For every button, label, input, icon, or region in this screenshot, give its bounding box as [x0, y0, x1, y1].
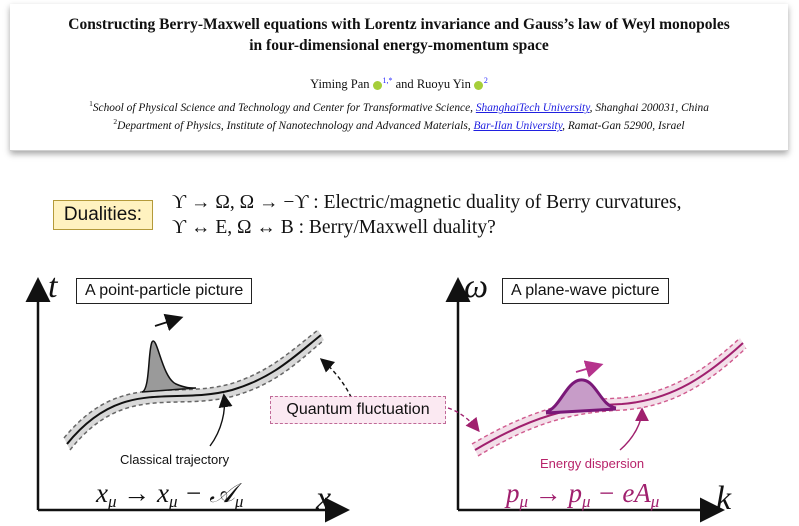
point-particle-label: A point-particle picture — [76, 278, 253, 304]
formula-symbol: → p — [528, 478, 583, 508]
wave-packet — [141, 340, 197, 393]
velocity-arrow — [154, 313, 184, 331]
paper-title-line-2: in four-dimensional energy-momentum spac… — [249, 37, 549, 54]
left-formula: xμ → xμ − 𝒜μ — [96, 478, 243, 512]
wave-packet-base — [545, 407, 617, 415]
paper-header-card: Constructing Berry-Maxwell equations wit… — [10, 4, 788, 151]
duality-line-1: ϒ → Ω, Ω → −ϒ : Electric/magnetic dualit… — [172, 192, 682, 213]
right-formula: pμ → pμ − eAμ — [506, 478, 659, 512]
formula-symbol: − eA — [590, 478, 651, 508]
duality-line-2: ϒ ↔ E, Ω ↔ B : Berry/Maxwell duality? — [172, 217, 496, 239]
formula-symbol: → x — [116, 478, 170, 508]
affiliation-2: 2Department of Physics, Institute of Nan… — [10, 117, 788, 132]
author-conjunction: and — [395, 77, 414, 92]
energy-dispersion-label: Energy dispersion — [540, 456, 645, 471]
affiliation-number: 2 — [113, 117, 118, 126]
time-axis-label: t — [48, 268, 58, 305]
fluctuation-pointer-arrow — [447, 407, 480, 433]
quantum-fluctuation-label: Quantum fluctuation — [270, 396, 446, 424]
classical-trajectory-label: Classical trajectory — [120, 452, 230, 467]
formula-subscript: μ — [519, 492, 529, 511]
plane-wave-diagram — [445, 277, 747, 523]
orcid-icon[interactable] — [372, 80, 382, 90]
author-list: Yiming Pan 1,* and Ruoyu Yin 2 — [10, 76, 788, 92]
affiliation-1: 1School of Physical Science and Technolo… — [10, 99, 788, 114]
energy-dispersion-curve — [474, 342, 744, 451]
velocity-arrow — [575, 360, 604, 378]
orcid-icon[interactable] — [473, 80, 483, 90]
dispersion-boundary-upper — [471, 337, 741, 445]
position-axis-label: x — [316, 480, 332, 517]
duality-text: Berry/Maxwell duality? — [304, 217, 496, 238]
affiliation-text: , Shanghai 200031, China — [589, 101, 709, 114]
formula-subscript: μ — [650, 492, 660, 511]
fluctuation-pointer-arrow — [319, 358, 355, 405]
wave-packet-outline — [545, 378, 617, 414]
wavevector-axis-label: k — [716, 480, 732, 517]
formula-subscript: μ — [234, 492, 244, 511]
affiliation-text: Department of Physics, Institute of Nano… — [117, 119, 474, 132]
affiliation-text: School of Physical Science and Technolog… — [92, 101, 476, 114]
affiliation-number: 1 — [89, 99, 93, 108]
trajectory-pointer-arrow — [209, 393, 233, 447]
university-link[interactable]: Bar-Ilan University — [473, 119, 563, 132]
formula-subscript: μ — [107, 492, 117, 511]
author-affiliation-mark: 1,* — [382, 76, 393, 85]
dualities-label: Dualities: — [53, 200, 153, 230]
author-affiliation-mark: 2 — [483, 76, 488, 85]
formula-subscript: μ — [582, 492, 591, 511]
point-particle-panel: t x A point-particle picture Classical t… — [0, 260, 400, 526]
wave-packet — [546, 379, 616, 414]
formula-symbol: − 𝒜 — [177, 478, 235, 508]
paper-title-line-1: Constructing Berry-Maxwell equations wit… — [68, 16, 730, 33]
fluctuation-band — [64, 330, 324, 450]
dispersion-pointer-arrow — [619, 407, 649, 451]
duality-math: ϒ ↔ E, Ω ↔ B : — [172, 217, 305, 238]
formula-symbol: x — [96, 478, 108, 508]
plane-wave-label: A plane-wave picture — [502, 278, 669, 304]
point-particle-diagram — [25, 277, 355, 523]
university-link[interactable]: ShanghaiTech University — [475, 101, 590, 114]
classical-trajectory-curve — [66, 334, 322, 445]
formula-symbol: p — [506, 478, 520, 508]
formula-subscript: μ — [169, 492, 178, 511]
plane-wave-panel: ω k A plane-wave picture Energy dispersi… — [420, 260, 799, 526]
paper-title: Constructing Berry-Maxwell equations wit… — [10, 14, 788, 56]
frequency-axis-label: ω — [464, 268, 489, 305]
dispersion-band — [472, 338, 746, 456]
author-name: Ruoyu Yin — [416, 77, 471, 92]
affiliation-text: , Ramat-Gan 52900, Israel — [562, 119, 685, 132]
dispersion-boundary-lower — [477, 347, 747, 457]
author-name: Yiming Pan — [310, 77, 370, 92]
fluctuation-boundary-lower — [69, 339, 325, 451]
fluctuation-boundary-upper — [63, 329, 319, 439]
